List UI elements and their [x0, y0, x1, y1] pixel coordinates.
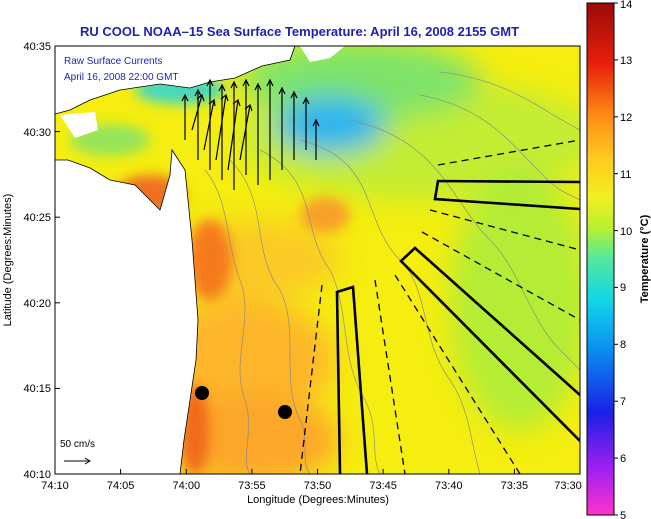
survey-box-1 — [433, 179, 580, 211]
chart-title: RU COOL NOAA–15 Sea Surface Temperature:… — [80, 24, 519, 39]
x-tick-label: 73:55 — [238, 480, 266, 492]
colorbar-tick-label: 11 — [620, 169, 631, 181]
y-tick-label: 40:15 — [23, 383, 51, 395]
colorbar-tick-label: 9 — [620, 282, 626, 294]
legend-currents-label: Raw Surface Currents — [64, 56, 162, 67]
y-ticks — [55, 45, 60, 475]
land-coast — [55, 148, 199, 474]
x-tick-label: 73:30 — [554, 480, 582, 492]
x-tick-label: 73:45 — [369, 480, 397, 492]
colorbar-ticks — [614, 2, 618, 516]
scale-label: 50 cm/s — [60, 439, 95, 450]
current-vectors — [181, 78, 320, 190]
colorbar-tick-label: 7 — [620, 396, 626, 408]
x-tick-label: 74:00 — [173, 480, 201, 492]
buoy-marker — [278, 405, 292, 419]
dashed-tracks — [299, 139, 580, 474]
y-tick-label: 40:30 — [23, 127, 51, 139]
colorbar-tick-label: 6 — [620, 453, 626, 465]
legend-time-label: April 16, 2008 22:00 GMT — [64, 72, 179, 83]
x-tick-label: 73:35 — [501, 480, 529, 492]
survey-lines — [335, 179, 580, 474]
y-tick-label: 40:35 — [23, 41, 51, 53]
colorbar-label: Temperature (°C) — [639, 214, 651, 303]
colorbar-tick-label: 5 — [620, 510, 626, 519]
x-ticks — [54, 469, 581, 474]
x-tick-label: 74:05 — [107, 480, 135, 492]
y-tick-label: 40:25 — [23, 212, 51, 224]
colorbar-tick-label: 14 — [620, 0, 632, 11]
x-axis-label: Longitude (Degrees:Minutes) — [247, 494, 389, 506]
colorbar-tick-label: 10 — [620, 226, 632, 238]
y-tick-label: 40:20 — [23, 298, 51, 310]
x-tick-label: 73:40 — [435, 480, 463, 492]
survey-box-3 — [335, 285, 369, 474]
survey-box-2 — [399, 246, 580, 442]
colorbar-tick-label: 13 — [620, 55, 632, 67]
colorbar-tick-label: 8 — [620, 339, 626, 351]
land-north — [55, 46, 296, 115]
buoy-marker — [195, 386, 209, 400]
colorbar — [586, 2, 615, 516]
x-tick-labels: 74:10 74:05 74:00 73:55 73:50 73:45 73:4… — [41, 480, 582, 492]
y-tick-labels: 40:10 40:15 40:20 40:25 40:30 40:35 — [23, 41, 51, 481]
x-tick-label: 73:50 — [304, 480, 332, 492]
x-tick-label: 74:10 — [41, 480, 69, 492]
colorbar-tick-label: 12 — [620, 112, 632, 124]
y-axis-label: Latitude (Degrees:Minutes) — [2, 194, 14, 327]
depth-contours — [204, 71, 580, 474]
y-tick-label: 40:10 — [23, 469, 51, 481]
colorbar-tick-labels: 5 6 7 8 9 10 11 12 13 14 — [620, 0, 632, 519]
plot-area: Raw Surface Currents April 16, 2008 22:0… — [55, 46, 580, 474]
nodata-patch — [60, 112, 98, 138]
land-northeast — [300, 46, 345, 62]
scale-arrow — [64, 457, 91, 465]
